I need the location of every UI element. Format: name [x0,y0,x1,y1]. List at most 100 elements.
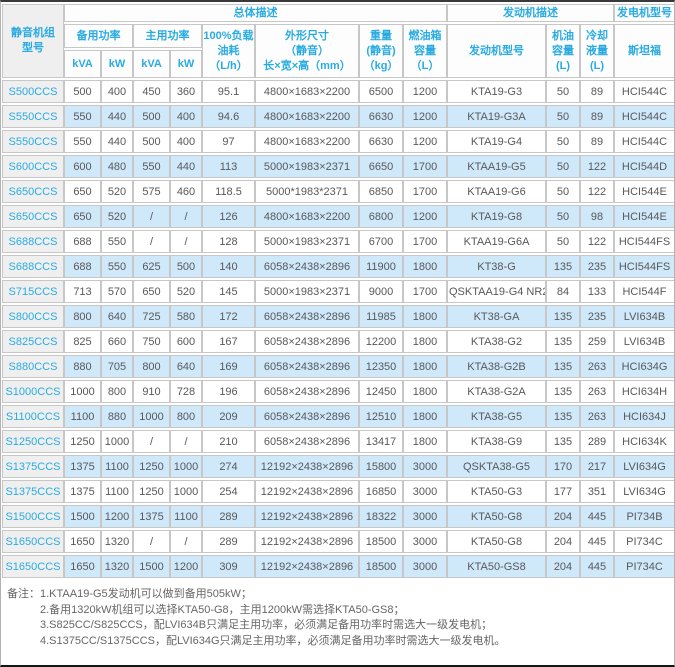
data-cell: 217 [580,455,614,478]
data-cell: 4800×1683×2200 [255,80,359,103]
data-cell: 1000 [101,430,133,453]
table-row: S1100CCS 1100 880 1000 800 209 6058×2438×2896 1… [2,405,674,428]
table-row: S600CCS 600 480 550 440 113 5000×1983×2371 6650… [2,155,674,178]
data-cell: 445 [580,505,614,528]
data-cell: 360 [170,80,202,103]
data-cell: 133 [580,280,614,303]
data-cell: 520 [101,205,133,228]
data-cell: HCI634K [614,430,674,453]
data-cell: 5000*1983*2371 [255,180,359,203]
data-cell: KTA38-G9 [447,430,546,453]
data-cell: 1100 [170,505,202,528]
data-cell: 6850 [359,180,403,203]
data-cell: 204 [546,505,580,528]
model-cell: S650CCS [2,180,64,203]
header-prime-power: 主用功率 [133,24,202,48]
data-cell: LVI634B [614,305,674,328]
data-cell: 12192×2438×2896 [255,505,359,528]
data-cell: 800 [64,305,101,328]
table-row: S1250CCS 1250 1000//210 6058×2438×2896 13417… [2,430,674,453]
data-cell: 5000×1983×2371 [255,280,359,303]
header-standby-power: 备用功率 [64,24,133,48]
data-cell: 650 [64,205,101,228]
table-row: S550CCS 550 440 500 400 97 4800×1683×2200 6630 1… [2,130,674,153]
data-cell: 12192×2438×2896 [255,555,359,578]
data-cell: HCI544E [614,180,674,203]
data-cell: 550 [133,155,170,178]
data-cell: 128 [202,230,255,253]
data-cell: 209 [202,405,255,428]
data-cell: 1320 [101,530,133,553]
data-cell: KTA50-GS8 [447,555,546,578]
data-cell: 4800×1683×2200 [255,130,359,153]
data-cell: 210 [202,430,255,453]
data-cell: / [133,230,170,253]
table-row: S688CCS 688 550//128 5000×1983×2371 6700 1700… [2,230,674,253]
header-fuel-tank: 燃油箱 容量 （L） [403,24,447,78]
data-cell: 500 [170,255,202,278]
data-cell: 6700 [359,230,403,253]
data-cell: HCI544FS [614,255,674,278]
data-cell: KTA50-G8 [447,505,546,528]
data-cell: 135 [546,255,580,278]
model-cell: S1650CCS [2,530,64,553]
data-cell: KTA19-G8 [447,205,546,228]
data-cell: 172 [202,305,255,328]
model-cell: S1650CCS [2,555,64,578]
data-cell: KTA38-G5 [447,405,546,428]
data-cell: KTAA19-G5 [447,155,546,178]
model-cell: S550CCS [2,105,64,128]
data-cell: 11900 [359,255,403,278]
data-cell: 1320 [101,555,133,578]
data-cell: 1650 [64,530,101,553]
data-cell: 1500 [64,505,101,528]
data-cell: 600 [64,155,101,178]
footnote-line: 3.S825CC/S825CCS，配LVI634B只满足主用功率，必须满足备用功… [40,619,493,631]
data-cell: 640 [170,355,202,378]
data-cell: 50 [546,230,580,253]
table-row: S880CCS 880 705 800 640 169 6058×2438×2896 1235… [2,355,674,378]
table-row: S1375CCS 1375 1100 1250 1000 274 12192×2438×28… [2,455,674,478]
data-cell: 800 [170,405,202,428]
data-cell: HCI544C [614,80,674,103]
data-cell: 89 [580,105,614,128]
data-cell: 800 [101,380,133,403]
data-cell: HCI544E [614,205,674,228]
data-cell: 89 [580,80,614,103]
data-cell: 1000 [170,455,202,478]
data-cell: 800 [133,355,170,378]
data-cell: 289 [202,505,255,528]
data-cell: 177 [546,480,580,503]
data-cell: 1650 [64,555,101,578]
data-cell: 910 [133,380,170,403]
data-cell: 480 [101,155,133,178]
data-cell: 500 [133,130,170,153]
data-cell: 122 [580,155,614,178]
table-row: S650CCS 650 520 575 460 118.5 5000*1983*2371 68… [2,180,674,203]
data-cell: PI734B [614,505,674,528]
table-row: S825CCS 825 660 750 600 167 6058×2438×2896 1220… [2,330,674,353]
data-cell: 6630 [359,130,403,153]
data-cell: 1100 [101,455,133,478]
footnotes: 备注： 1.KTAA19-G5发动机可以做到备用505kW； 2.备用1320k… [1,580,674,649]
data-cell: 3000 [403,480,447,503]
data-cell: 196 [202,380,255,403]
data-cell: 440 [101,105,133,128]
header-model: 静音机组 型号 [2,4,64,78]
data-cell: LVI634G [614,480,674,503]
data-cell: 4800×1683×2200 [255,105,359,128]
data-cell: 6058×2438×2896 [255,355,359,378]
footnote-line: 4.S1375CC/S1375CCS，配LVI634G只满足主用功率，必须满足备… [40,634,506,647]
data-cell: 6500 [359,80,403,103]
data-cell: QSKTAA19-G4 NR2 [447,280,546,303]
data-cell: 1700 [403,155,447,178]
data-cell: 235 [580,305,614,328]
model-cell: S550CCS [2,130,64,153]
data-cell: 460 [170,180,202,203]
data-cell: 169 [202,355,255,378]
data-cell: HCI544D [614,155,674,178]
data-cell: 145 [202,280,255,303]
data-cell: PI734C [614,555,674,578]
model-cell: S1100CCS [2,405,64,428]
data-cell: 6058×2438×2896 [255,330,359,353]
